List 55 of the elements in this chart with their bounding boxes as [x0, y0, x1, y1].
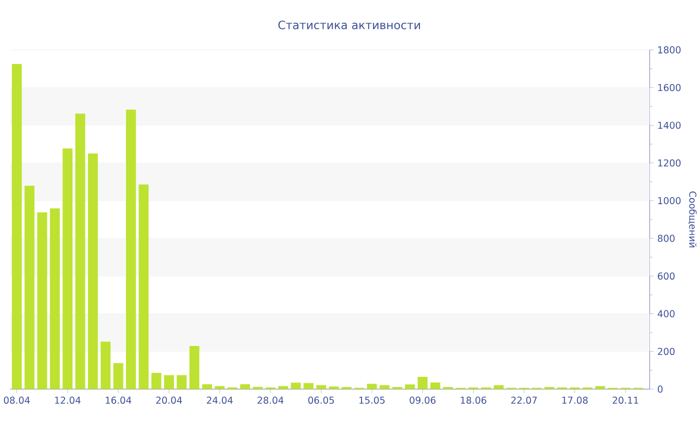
- x-tick-label: 12.04: [55, 396, 81, 404]
- y-tick-label: 200: [658, 348, 675, 355]
- x-tick-label: 18.06: [460, 396, 486, 404]
- y-tick-label: 400: [658, 310, 675, 318]
- x-tick-label: 20.04: [156, 396, 182, 404]
- bar: [37, 212, 48, 390]
- bar: [430, 382, 440, 390]
- y-tick-label: 1200: [658, 159, 681, 167]
- bar: [316, 385, 326, 390]
- bar: [12, 64, 22, 390]
- x-tick-label: 24.04: [206, 396, 233, 404]
- x-tick-label: 06.05: [308, 396, 334, 404]
- bar: [62, 148, 72, 390]
- x-tick-label: 08.04: [4, 396, 30, 404]
- bar: [304, 383, 314, 390]
- bar: [189, 346, 200, 390]
- bar: [50, 208, 60, 390]
- bar: [24, 186, 34, 390]
- bar: [595, 386, 606, 390]
- y-tick-label: 0: [658, 386, 663, 393]
- bar: [202, 384, 212, 390]
- chart-title: Статистика активности: [278, 20, 420, 30]
- bar: [405, 384, 415, 390]
- x-tick-label: 15.05: [359, 396, 385, 404]
- bar: [151, 372, 162, 390]
- y-tick-label: 1400: [658, 122, 681, 129]
- bar: [328, 386, 339, 390]
- bar: [278, 386, 288, 390]
- bar: [418, 376, 428, 390]
- bar: [366, 384, 377, 390]
- x-tick-label: 20.11: [612, 396, 638, 404]
- y-tick-label: 1800: [658, 46, 681, 54]
- bar: [113, 363, 124, 390]
- bar: [176, 375, 187, 390]
- bar: [380, 385, 390, 390]
- x-tick-label: 22.07: [511, 396, 537, 404]
- x-tick-label: 09.06: [410, 396, 436, 404]
- bar: [75, 114, 86, 390]
- x-tick-label: 28.04: [258, 396, 284, 404]
- bar: [290, 382, 301, 390]
- bar: [240, 384, 250, 390]
- y-tick-label: 600: [658, 272, 675, 280]
- y-axis-title: Сообщений: [688, 191, 697, 248]
- bar: [164, 375, 174, 390]
- bar: [494, 385, 504, 390]
- bar: [138, 184, 149, 390]
- bar: [88, 154, 98, 390]
- y-tick-label: 1600: [658, 84, 681, 92]
- bar: [126, 110, 136, 390]
- x-tick-label: 16.04: [106, 396, 132, 404]
- bar: [100, 342, 111, 390]
- bar: [214, 386, 225, 390]
- y-tick-label: 1000: [658, 197, 681, 204]
- y-tick-label: 800: [658, 234, 675, 242]
- x-tick-label: 17.08: [562, 396, 588, 404]
